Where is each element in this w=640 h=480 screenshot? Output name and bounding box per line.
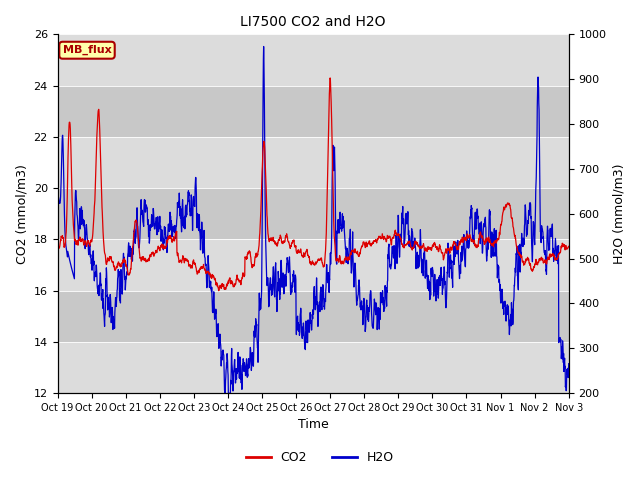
Bar: [58, 240, 569, 290]
Bar: [58, 290, 569, 342]
X-axis label: Time: Time: [298, 419, 328, 432]
Bar: [58, 85, 569, 137]
Bar: [58, 342, 569, 393]
Y-axis label: CO2 (mmol/m3): CO2 (mmol/m3): [15, 164, 28, 264]
Bar: [58, 35, 569, 85]
Bar: [58, 188, 569, 240]
Y-axis label: H2O (mmol/m3): H2O (mmol/m3): [612, 164, 625, 264]
Title: LI7500 CO2 and H2O: LI7500 CO2 and H2O: [241, 15, 386, 29]
Legend: CO2, H2O: CO2, H2O: [241, 446, 399, 469]
Text: MB_flux: MB_flux: [63, 45, 111, 55]
Bar: [58, 137, 569, 188]
